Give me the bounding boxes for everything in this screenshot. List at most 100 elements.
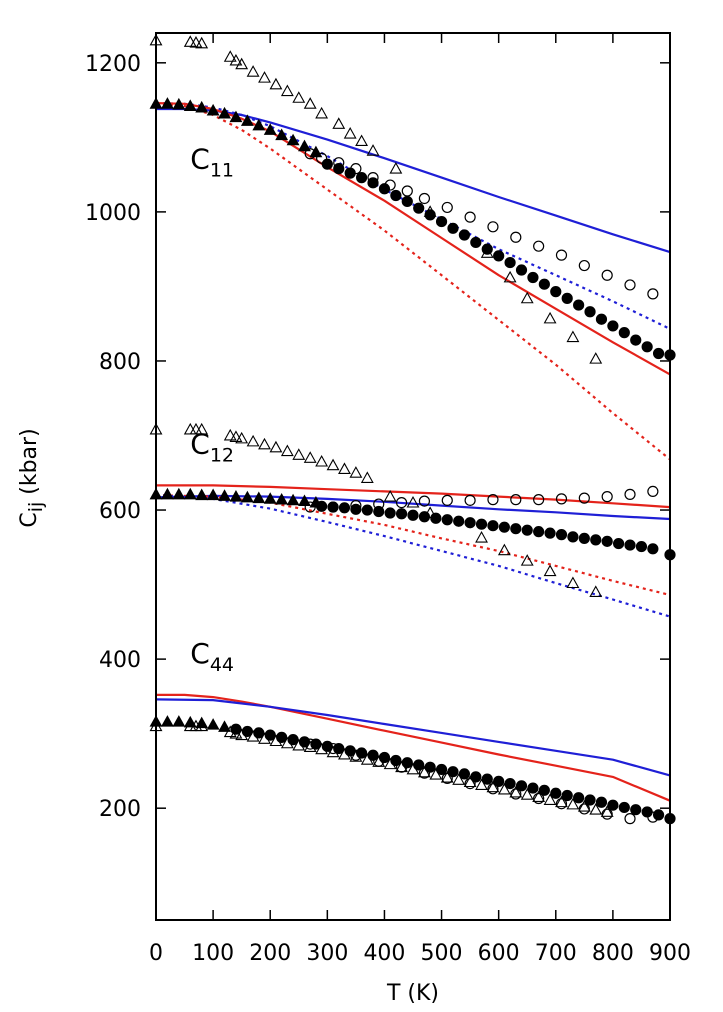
data-point	[578, 259, 590, 272]
data-point	[543, 564, 557, 577]
series-line	[155, 102, 671, 376]
data-point	[555, 493, 568, 505]
data-point	[229, 53, 243, 66]
data-point	[183, 715, 197, 728]
data-point	[240, 114, 254, 126]
data-point	[223, 428, 237, 441]
data-point	[258, 437, 271, 450]
series-line	[155, 494, 671, 521]
x-tick-label: 200	[249, 941, 291, 966]
tick-labels: 0 100 200 300 400 500 600 700 800 900 200 400 600 800…	[85, 52, 691, 966]
data-point	[543, 311, 557, 324]
y-tick-label: 400	[99, 648, 141, 673]
data-point	[406, 495, 420, 508]
data-point	[555, 249, 568, 261]
data-point	[566, 330, 580, 343]
data-point	[246, 434, 260, 447]
y-tick-label: 1200	[85, 52, 141, 77]
data-point	[276, 731, 288, 743]
data-point	[343, 126, 357, 139]
data-point	[338, 462, 351, 474]
data-point	[647, 288, 659, 300]
data-point	[515, 780, 528, 792]
data-point	[510, 231, 522, 243]
data-point	[316, 500, 328, 512]
data-point	[481, 243, 493, 255]
data-point	[195, 422, 209, 435]
data-point	[487, 494, 499, 506]
data-point	[441, 201, 453, 214]
data-point	[246, 65, 260, 77]
data-point	[252, 118, 266, 131]
data-point	[487, 783, 499, 795]
data-point	[515, 264, 528, 276]
data-point	[218, 106, 231, 119]
data-point	[447, 222, 459, 234]
data-point	[475, 778, 488, 791]
data-point	[538, 278, 550, 290]
data-point	[321, 158, 333, 170]
data-point	[160, 97, 174, 109]
data-point	[527, 271, 539, 284]
data-point	[418, 511, 431, 523]
data-point	[195, 488, 209, 501]
x-axis-title: T (K)	[386, 981, 439, 1006]
series-label: C44	[190, 637, 234, 676]
data-point	[315, 454, 329, 467]
data-point	[252, 491, 266, 504]
data-point	[550, 787, 562, 799]
data-point	[263, 492, 277, 504]
data-point	[361, 504, 373, 516]
x-tick-label: 900	[649, 941, 691, 966]
data-point	[241, 725, 253, 738]
data-point	[589, 352, 603, 364]
data-point	[607, 320, 619, 332]
data-point	[652, 347, 665, 360]
data-point	[390, 754, 402, 767]
data-point	[607, 799, 619, 811]
data-point	[378, 751, 391, 764]
data-point	[533, 792, 545, 805]
data-point	[258, 71, 271, 83]
data-point	[275, 492, 289, 505]
data-point	[235, 57, 249, 70]
data-point	[218, 720, 231, 732]
data-point	[624, 813, 636, 825]
data-point	[172, 715, 186, 727]
data-point	[413, 202, 425, 214]
data-point	[390, 189, 402, 202]
series-line	[155, 494, 671, 618]
data-point	[287, 734, 299, 746]
data-point	[264, 729, 276, 741]
data-point	[550, 286, 562, 298]
data-point	[618, 801, 630, 814]
data-point	[647, 811, 659, 823]
data-point	[395, 761, 408, 773]
data-point	[475, 530, 488, 543]
series-label: C11	[190, 143, 234, 182]
data-point	[292, 91, 306, 103]
data-point	[578, 492, 590, 504]
data-point	[503, 270, 517, 283]
data-point	[464, 517, 476, 529]
x-tick-label: 700	[535, 941, 577, 966]
data-point	[493, 775, 505, 787]
series-line	[156, 484, 671, 509]
data-point	[533, 494, 545, 506]
data-point	[298, 139, 311, 152]
x-tick-label: 800	[592, 941, 634, 966]
data-point	[584, 306, 596, 318]
data-point	[475, 518, 488, 530]
data-point	[493, 250, 505, 262]
data-point	[520, 554, 534, 566]
data-point	[447, 766, 459, 778]
data-point	[327, 501, 339, 513]
data-point	[304, 738, 316, 750]
data-point	[435, 763, 448, 776]
data-point	[356, 172, 368, 184]
data-point	[383, 489, 397, 502]
data-point	[230, 723, 242, 735]
data-point	[316, 152, 328, 164]
data-point	[561, 789, 573, 802]
